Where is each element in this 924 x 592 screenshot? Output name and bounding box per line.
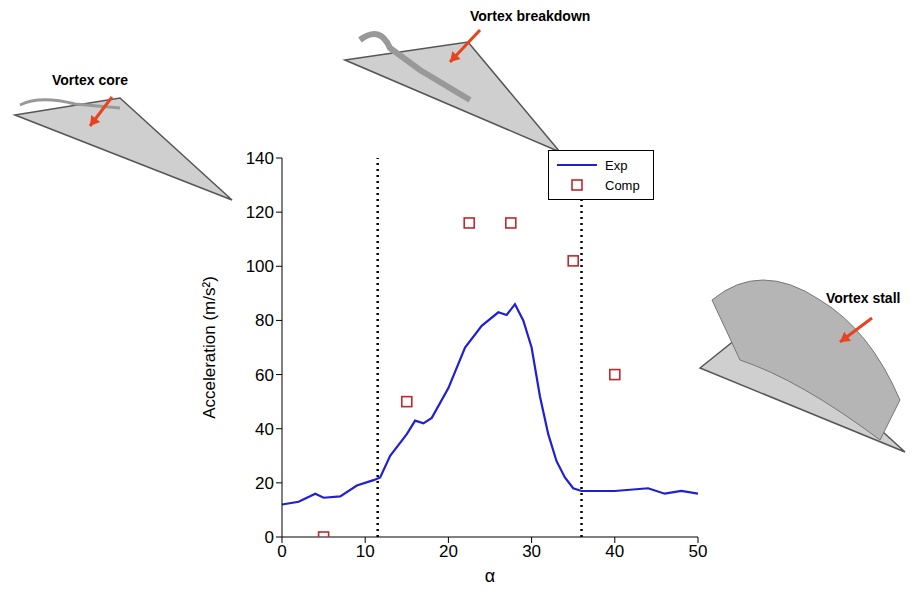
svg-text:20: 20 bbox=[439, 542, 458, 561]
svg-text:100: 100 bbox=[246, 257, 274, 276]
html-text:Exp: Exp bbox=[605, 157, 628, 173]
svg-text:60: 60 bbox=[255, 366, 274, 385]
svg-text:50: 50 bbox=[689, 542, 708, 561]
svg-text:0: 0 bbox=[277, 542, 286, 561]
svg-text:0: 0 bbox=[265, 528, 274, 547]
svg-text:120: 120 bbox=[246, 203, 274, 222]
svg-text:20: 20 bbox=[255, 474, 274, 493]
html-text:Vortex stall: Vortex stall bbox=[826, 290, 901, 306]
svg-text:30: 30 bbox=[522, 542, 541, 561]
html-text:Comp: Comp bbox=[605, 177, 640, 193]
html-text:Vortex breakdown: Vortex breakdown bbox=[470, 8, 591, 24]
svg-text:10: 10 bbox=[356, 542, 375, 561]
svg-text:40: 40 bbox=[605, 542, 624, 561]
svg-text:80: 80 bbox=[255, 311, 274, 330]
html-text:Vortex core: Vortex core bbox=[52, 72, 128, 88]
svg-text:α: α bbox=[485, 566, 495, 586]
svg-text:40: 40 bbox=[255, 420, 274, 439]
svg-text:Acceleration (m/s²): Acceleration (m/s²) bbox=[200, 276, 219, 419]
svg-text:140: 140 bbox=[246, 149, 274, 168]
